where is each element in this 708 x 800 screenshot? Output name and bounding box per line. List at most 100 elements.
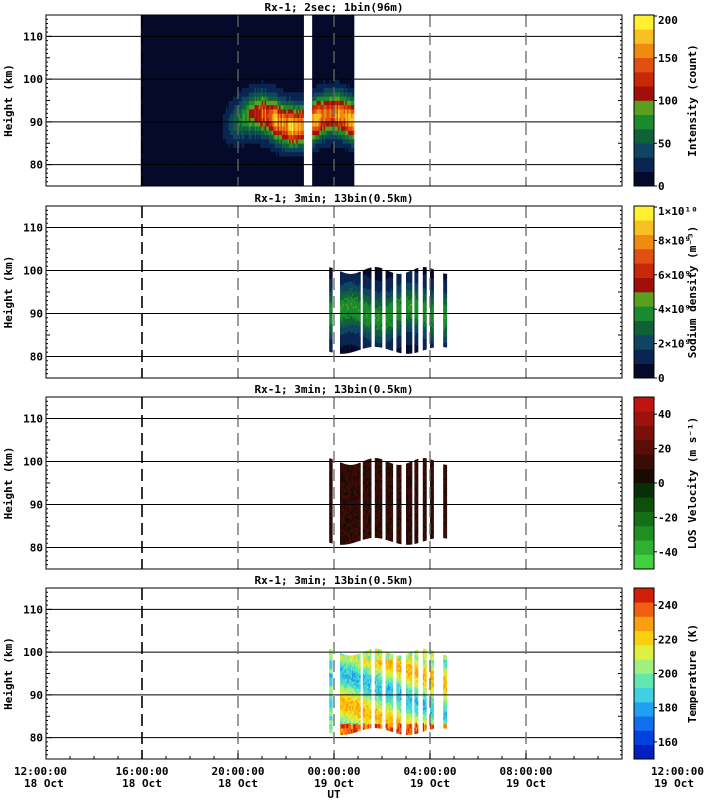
- panel-title: Rx-1; 3min; 13bin(0.5km): [255, 192, 414, 205]
- colorbar-swatch: [634, 43, 654, 59]
- colorbar-tick-label: 100: [658, 95, 678, 108]
- y-axis-label: Height (km): [2, 64, 15, 137]
- y-tick-label: 80: [30, 732, 43, 745]
- colorbar-label: Sodium density (m⁻³): [686, 226, 699, 358]
- y-tick-label: 80: [30, 351, 43, 364]
- colorbar-swatch: [634, 15, 654, 30]
- colorbar-swatch: [634, 673, 654, 689]
- y-tick-label: 90: [30, 689, 43, 702]
- colorbar-tick-label: 0: [658, 372, 665, 385]
- x-tick-time: 16:00:00: [116, 765, 169, 778]
- colorbar-swatch: [634, 540, 654, 555]
- colorbar-swatch: [634, 497, 654, 512]
- colorbar-tick-label: 1×10¹⁰: [658, 205, 698, 218]
- y-tick-label: 100: [23, 265, 43, 278]
- colorbar-swatch: [634, 511, 654, 527]
- colorbar-frame: [633, 205, 655, 379]
- colorbar-swatch: [634, 320, 654, 336]
- y-tick-label: 90: [30, 499, 43, 512]
- colorbar-swatch: [634, 483, 654, 498]
- colorbar-swatch: [634, 220, 654, 235]
- x-tick-day: 18 Oct: [218, 777, 258, 790]
- colorbar-swatch: [634, 306, 654, 321]
- colorbar: 0 2×10⁹ 4×10⁹ 6×10⁹ 8×10⁹ 1×10¹⁰ Sodium densit…: [633, 205, 699, 385]
- colorbar: -40 -20 0 20 40 LOS Velocity (m s⁻¹): [633, 396, 699, 570]
- colorbar-swatch: [634, 411, 654, 426]
- panel-title: Rx-1; 2sec; 1bin(96m): [264, 1, 403, 14]
- colorbar-tick-label: 200: [658, 14, 678, 27]
- y-tick-label: 110: [23, 413, 43, 426]
- x-tick-day: 18 Oct: [24, 777, 64, 790]
- colorbar-swatch: [634, 349, 654, 364]
- y-tick-label: 80: [30, 159, 43, 172]
- y-tick-label: 90: [30, 116, 43, 129]
- colorbar-swatch: [634, 468, 654, 484]
- colorbar-swatch: [634, 100, 654, 116]
- colorbar-swatch: [634, 702, 654, 717]
- colorbar-swatch: [634, 263, 654, 278]
- panel-title: Rx-1; 3min; 13bin(0.5km): [255, 574, 414, 587]
- x-tick-time: 12:00:00: [14, 765, 67, 778]
- x-tick-time: 04:00:00: [404, 765, 457, 778]
- colorbar-tick-label: 150: [658, 52, 678, 65]
- y-tick-label: 110: [23, 603, 43, 616]
- colorbar-swatch: [634, 645, 654, 660]
- panel-title: Rx-1; 3min; 13bin(0.5km): [255, 383, 414, 396]
- colorbar-swatch: [634, 526, 654, 541]
- colorbar-tick-label: -40: [658, 546, 678, 559]
- panel-1: 80 90 100 110 Rx-1; 2sec; 1bin(96m) Height (k…: [2, 1, 699, 193]
- colorbar-tick-label: 0: [658, 180, 665, 193]
- y-tick-label: 110: [23, 222, 43, 235]
- panel-3: 80 90 100 110 Rx-1; 3min; 13bin(0.5km) Height…: [2, 383, 699, 570]
- colorbar-tick-label: 40: [658, 408, 671, 421]
- colorbar-tick-label: 160: [658, 736, 678, 749]
- colorbar-swatch: [634, 554, 654, 570]
- colorbar-tick-label: 2×10⁹: [658, 338, 691, 351]
- colorbar-swatch: [634, 716, 654, 731]
- colorbar-swatch: [634, 335, 654, 350]
- colorbar-swatch: [634, 363, 654, 379]
- panel-4-data: [329, 648, 448, 735]
- colorbar-swatch: [634, 630, 654, 646]
- colorbar-swatch: [634, 234, 654, 250]
- colorbar-swatch: [634, 659, 654, 674]
- panel-4: 80 90 100 110 Rx-1; 3min; 13bin(0.5km) Height…: [2, 574, 699, 760]
- y-tick-label: 100: [23, 456, 43, 469]
- colorbar-label: Intensity (count): [686, 44, 699, 157]
- y-tick-label: 110: [23, 30, 43, 43]
- colorbar-swatch: [634, 730, 654, 746]
- y-tick-label: 90: [30, 308, 43, 321]
- panel-1-data: [140, 15, 355, 187]
- colorbar-swatch: [634, 206, 654, 221]
- colorbar-swatch: [634, 114, 654, 130]
- colorbar-tick-label: 8×10⁹: [658, 234, 691, 247]
- y-tick-label: 100: [23, 73, 43, 86]
- x-tick-time: 08:00:00: [500, 765, 553, 778]
- x-tick-time: 20:00:00: [212, 765, 265, 778]
- colorbar: 0 50 100 150 200 Intensity (count): [633, 14, 699, 193]
- y-axis-label: Height (km): [2, 447, 15, 520]
- colorbar-tick-label: 240: [658, 599, 678, 612]
- colorbar-tick-label: 50: [658, 137, 671, 150]
- colorbar-swatch: [634, 249, 654, 264]
- x-axis-label: UT: [327, 788, 341, 800]
- x-tick-day: 19 Oct: [314, 777, 354, 790]
- colorbar-tick-label: -20: [658, 511, 678, 524]
- colorbar-swatch: [634, 425, 654, 441]
- y-axis-label: Height (km): [2, 256, 15, 329]
- colorbar-tick-label: 4×10⁹: [658, 303, 691, 316]
- colorbar-swatch: [634, 602, 654, 617]
- colorbar-swatch: [634, 157, 654, 173]
- colorbar-swatch: [634, 171, 654, 187]
- colorbar-swatch: [634, 143, 654, 158]
- colorbar-swatch: [634, 277, 654, 293]
- x-tick-day: 18 Oct: [122, 777, 162, 790]
- colorbar-label: LOS Velocity (m s⁻¹): [686, 417, 699, 549]
- colorbar: 160 180 200 220 240 Temperature (K): [633, 587, 699, 760]
- colorbar-tick-label: 20: [658, 443, 671, 456]
- colorbar-swatch: [634, 588, 654, 603]
- x-tick-time: 12:00:00: [651, 765, 704, 778]
- x-tick-day: 19 Oct: [654, 777, 694, 790]
